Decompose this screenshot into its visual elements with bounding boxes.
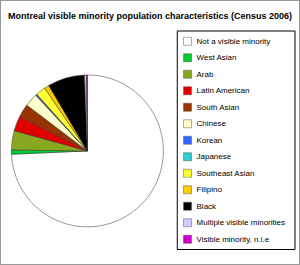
svg-text:Black: Black (197, 202, 218, 211)
svg-text:Visible minority, n.i.e: Visible minority, n.i.e (197, 235, 270, 244)
svg-text:South Asian: South Asian (197, 103, 240, 112)
svg-text:Korean: Korean (197, 136, 223, 145)
svg-text:Not a visible minority: Not a visible minority (197, 37, 271, 46)
svg-text:Filipino: Filipino (197, 185, 223, 194)
svg-text:Latin American: Latin American (197, 86, 250, 95)
svg-text:Chinese: Chinese (197, 119, 227, 128)
svg-text:Japanese: Japanese (197, 152, 232, 161)
svg-text:Arab: Arab (197, 70, 214, 79)
svg-text:West Asian: West Asian (197, 53, 237, 62)
svg-text:Montreal visible minority popu: Montreal visible minority population cha… (8, 11, 292, 21)
svg-text:Southeast Asian: Southeast Asian (197, 169, 255, 178)
svg-text:Multiple visible minorities: Multiple visible minorities (197, 218, 285, 227)
